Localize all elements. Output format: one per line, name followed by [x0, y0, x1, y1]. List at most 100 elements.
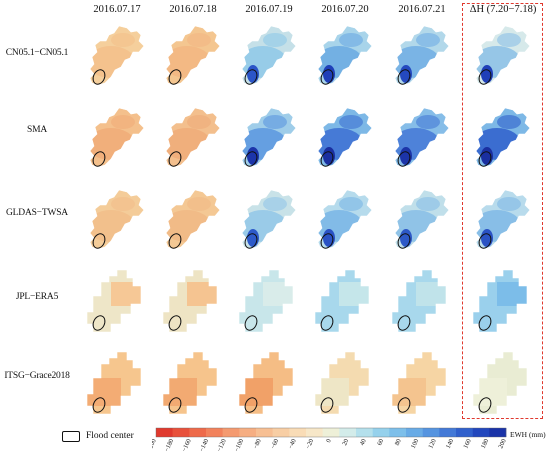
colorbar-tick-label: −60 [270, 438, 281, 450]
flood-center-ellipse-icon [320, 69, 334, 85]
region-anomaly [166, 46, 211, 78]
region-block [263, 282, 293, 306]
region-anomaly [395, 46, 440, 78]
map-svg-r0-c2 [241, 25, 297, 86]
map-r4-c2 [228, 350, 308, 420]
region-outline [314, 351, 370, 415]
flood-center-ellipse-icon [92, 69, 106, 85]
map-svg-r4-c2 [238, 351, 294, 415]
colorbar-tick-label: 80 [394, 438, 403, 447]
column-header-4: 2016.07.21 [398, 4, 446, 15]
map-r0-c2 [228, 22, 308, 92]
map-r1-c3 [304, 104, 384, 174]
colorbar-segment [156, 428, 173, 437]
map-r1-c1 [152, 104, 232, 174]
flood-center-ellipse-icon [478, 315, 492, 331]
colorbar-tick-label: 120 [427, 438, 437, 450]
map-svg-r2-c1 [165, 189, 221, 250]
colorbar-tick-label: −120 [216, 438, 228, 453]
map-svg-r0-c0 [89, 25, 145, 86]
map-r2-c0 [76, 186, 156, 256]
flood-center-ellipse-icon [244, 397, 258, 413]
region-block [239, 378, 273, 406]
colorbar-tick-label: −200 [152, 438, 158, 453]
map-r2-c3 [304, 186, 384, 256]
column-header-3: 2016.07.20 [321, 4, 369, 15]
region-anomaly-north [187, 33, 211, 47]
map-r3-c3 [304, 268, 384, 338]
map-svg-r2-c5 [475, 189, 531, 250]
map-svg-r0-c5 [475, 25, 531, 86]
map-svg-r1-c5 [475, 107, 531, 168]
region-outline [238, 269, 294, 333]
region-block [315, 378, 349, 406]
flood-center-ellipse-icon [397, 151, 411, 167]
column-header-1: 2016.07.18 [169, 4, 217, 15]
flood-center-ellipse-icon [478, 69, 492, 85]
region-anomaly [90, 128, 135, 160]
map-svg-r3-c2 [238, 269, 294, 333]
flood-center-ellipse-icon [244, 233, 258, 249]
region-block [392, 378, 426, 406]
colorbar-border [155, 427, 507, 438]
flood-center-swatch-icon [62, 430, 80, 442]
map-svg-r1-c3 [317, 107, 373, 168]
region-anomaly [318, 128, 363, 160]
map-svg-r4-c3 [314, 351, 370, 415]
map-r2-c5 [462, 186, 542, 256]
region-outline [241, 107, 297, 168]
region-anomaly [166, 210, 211, 242]
region-outline [162, 351, 218, 415]
map-svg-r3-c4 [391, 269, 447, 333]
region-block [416, 282, 446, 306]
region-outline [394, 189, 450, 250]
map-svg-r0-c3 [317, 25, 373, 86]
region-outline [86, 351, 142, 415]
map-r4-c3 [304, 350, 384, 420]
colorbar-segment [172, 428, 190, 437]
region-outline [89, 107, 145, 168]
map-r3-c5 [462, 268, 542, 338]
colorbar-tick-label: −80 [252, 438, 263, 450]
map-svg-r1-c1 [165, 107, 221, 168]
map-svg-r1-c0 [89, 107, 145, 168]
region-anomaly-north [187, 197, 211, 211]
region-anomaly [166, 128, 211, 160]
region-outline [89, 25, 145, 86]
colorbar-segment [239, 428, 257, 437]
colorbar-tick-label: −20 [305, 438, 316, 450]
flood-center-ellipse-icon [168, 151, 182, 167]
flood-center-ellipse-icon [92, 233, 106, 249]
region-outline [475, 107, 531, 168]
map-svg-r2-c3 [317, 189, 373, 250]
region-anomaly [395, 210, 440, 242]
map-svg-r0-c1 [165, 25, 221, 86]
region-block [87, 378, 121, 406]
region-outline [89, 189, 145, 250]
colorbar-segment [406, 428, 423, 437]
colorbar-tick-label: 140 [445, 438, 455, 450]
map-r3-c4 [381, 268, 461, 338]
flood-center-ellipse-icon [244, 151, 258, 167]
map-r3-c1 [152, 268, 232, 338]
map-r4-c4 [381, 350, 461, 420]
map-r3-c0 [76, 268, 156, 338]
map-r1-c4 [381, 104, 461, 174]
map-r0-c1 [152, 22, 232, 92]
map-r2-c2 [228, 186, 308, 256]
map-r1-c2 [228, 104, 308, 174]
region-anomaly-north [339, 197, 363, 211]
colorbar-segment [472, 428, 490, 437]
region-anomaly [318, 46, 363, 78]
region-anomaly-north [339, 115, 363, 129]
flood-center-ellipse-icon [244, 315, 258, 331]
map-r4-c0 [76, 350, 156, 420]
flood-center-ellipse-icon [320, 233, 334, 249]
region-block [187, 282, 217, 306]
region-outline [472, 269, 528, 333]
map-r0-c0 [76, 22, 156, 92]
colorbar-segment [272, 428, 290, 437]
region-outline [165, 189, 221, 250]
colorbar-segment [289, 428, 307, 437]
